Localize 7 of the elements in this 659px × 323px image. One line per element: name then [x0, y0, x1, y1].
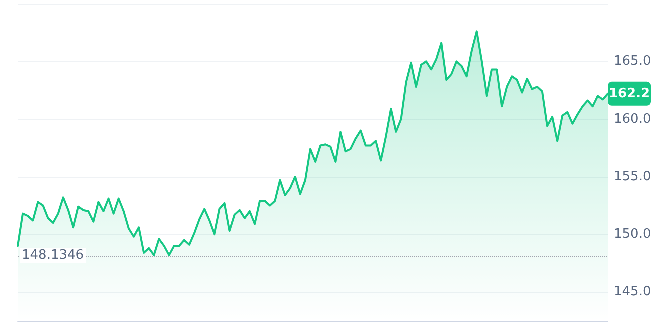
y-tick-label: 160.0 — [614, 112, 652, 127]
ref-line-label: 148.1346 — [22, 248, 84, 264]
y-tick-label: 150.0 — [614, 227, 652, 242]
annotation: 162.2 — [608, 86, 650, 102]
y-tick-label: 155.0 — [614, 169, 652, 184]
y-tick-label: 165.0 — [614, 54, 652, 70]
y-tick-label: 145.0 — [614, 284, 652, 300]
